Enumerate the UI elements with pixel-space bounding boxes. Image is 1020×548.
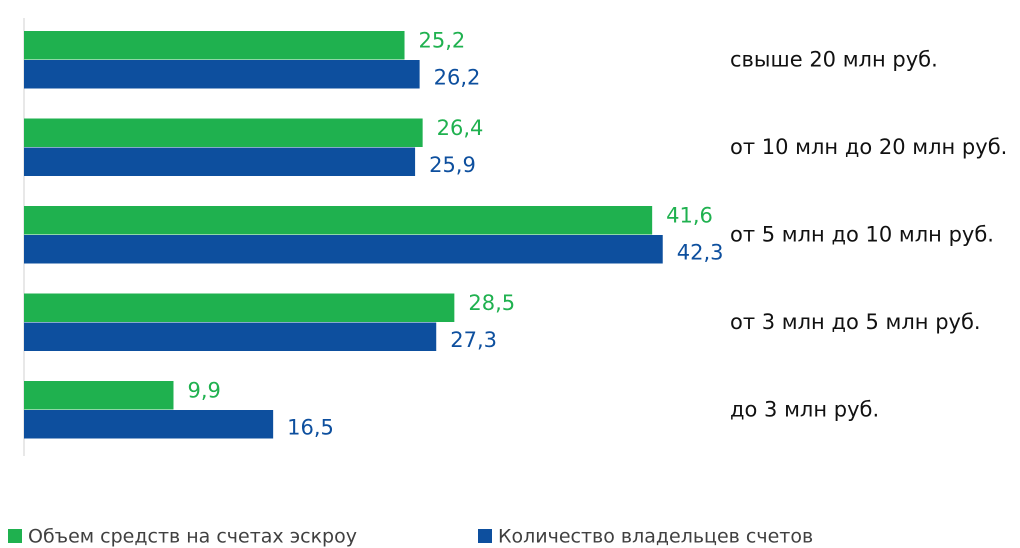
legend-label: Количество владельцев счетов: [498, 526, 813, 548]
category-label: свыше 20 млн руб.: [730, 48, 938, 72]
bar: [24, 322, 437, 351]
bar: [24, 381, 174, 410]
category-label: от 5 млн до 10 млн руб.: [730, 223, 994, 247]
bar: [24, 410, 274, 439]
value-label: 9,9: [187, 378, 220, 402]
category-label: до 3 млн руб.: [730, 398, 879, 422]
bar: [24, 118, 423, 147]
legend-swatch: [478, 529, 492, 543]
legend-label: Объем средств на счетах эскроу: [28, 526, 357, 548]
category-label: от 3 млн до 5 млн руб.: [730, 310, 981, 334]
value-label: 27,3: [450, 328, 497, 352]
bar: [24, 60, 420, 89]
value-label: 42,3: [677, 240, 724, 264]
bar: [24, 293, 455, 322]
bar: [24, 206, 653, 235]
value-label: 41,6: [666, 203, 713, 227]
bar: [24, 31, 405, 60]
value-label: 26,4: [437, 116, 484, 140]
value-label: 26,2: [434, 65, 481, 89]
value-label: 28,5: [468, 291, 515, 315]
value-label: 16,5: [287, 415, 334, 439]
bar: [24, 235, 663, 264]
value-label: 25,2: [419, 28, 466, 52]
bar: [24, 147, 416, 176]
value-label: 25,9: [429, 153, 476, 177]
category-label: от 10 млн до 20 млн руб.: [730, 135, 1007, 159]
legend-swatch: [8, 529, 22, 543]
